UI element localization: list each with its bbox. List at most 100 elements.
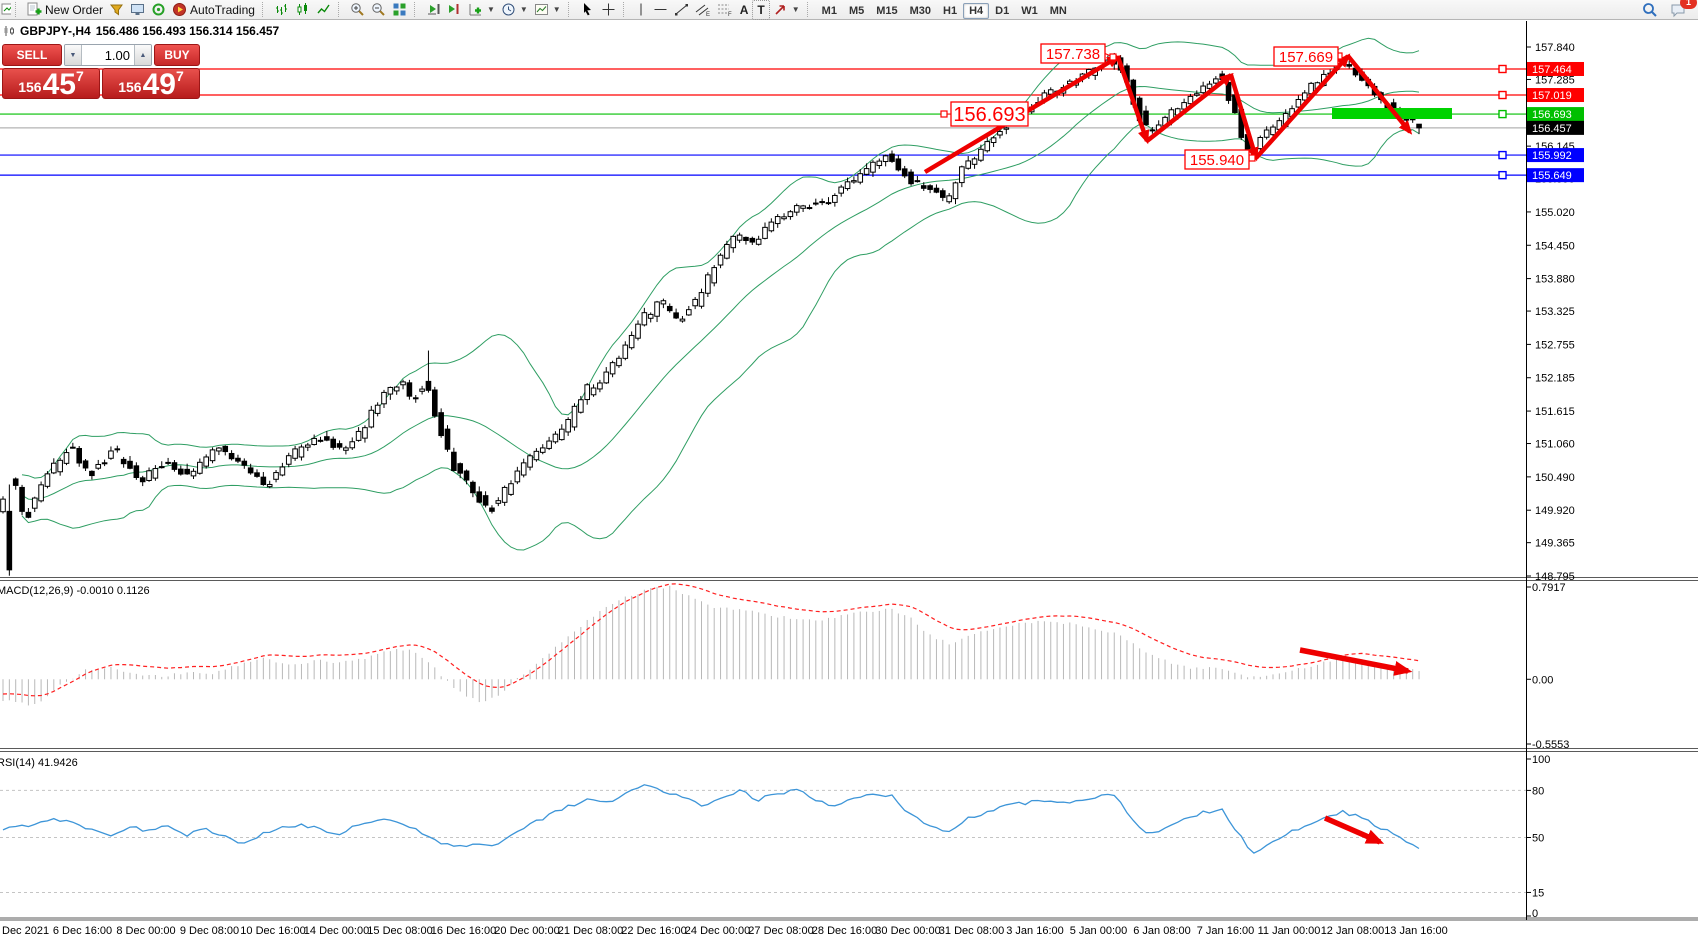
macd-trend-arrow[interactable]	[1299, 647, 1413, 676]
vertical-line-tool-button[interactable]	[632, 1, 650, 19]
candle-body	[559, 428, 565, 441]
candle-body	[654, 301, 660, 317]
timeframe-button-d1[interactable]: D1	[995, 4, 1010, 17]
candle-body	[197, 461, 203, 474]
tag-handle[interactable]	[940, 110, 948, 118]
tile-windows-button[interactable]	[389, 1, 410, 19]
text-tool-button[interactable]: A	[736, 1, 753, 19]
trendline-tool-button[interactable]	[671, 1, 692, 19]
chart-shift-button[interactable]	[444, 1, 465, 19]
timeframe-button-m5[interactable]: M5	[848, 4, 865, 17]
line-handle[interactable]	[1498, 170, 1507, 180]
crosshair-tool-button[interactable]	[598, 1, 619, 19]
line-chart-button[interactable]	[313, 1, 334, 19]
price-tag-156.693[interactable]: 156.693	[940, 101, 1029, 127]
timeframe-button-h4[interactable]: H4	[963, 2, 990, 19]
candle-body	[203, 456, 209, 467]
metaeditor-button[interactable]	[106, 1, 127, 19]
autotrading-button[interactable]: AutoTrading	[169, 1, 258, 19]
candle-body	[584, 384, 591, 401]
rsi-trend-arrow[interactable]	[1323, 815, 1385, 845]
tag-handle[interactable]	[1109, 53, 1117, 61]
price-tag-157.738[interactable]: 157.738	[1040, 43, 1117, 64]
chat-button[interactable]: 1	[1667, 0, 1697, 19]
fibonacci-tool-button[interactable]: F	[714, 1, 736, 19]
macd-tick-label: 0.7917	[1532, 582, 1566, 594]
line-handle[interactable]	[1498, 109, 1507, 119]
bar-chart-button[interactable]	[271, 1, 292, 19]
timeframe-button-m15[interactable]: M15	[876, 4, 898, 17]
tag-handle[interactable]	[1248, 154, 1256, 162]
timeframe-button-w1[interactable]: W1	[1021, 4, 1038, 17]
periods-button[interactable]: ▼	[498, 1, 531, 19]
arrows-tool-button[interactable]: ▼	[770, 1, 803, 19]
zoom-out-button[interactable]	[368, 1, 389, 19]
line-handle[interactable]	[1498, 150, 1507, 160]
candle-body	[711, 267, 718, 284]
timeframe-button-m1[interactable]: M1	[821, 4, 837, 17]
dropdown-caret: ▼	[791, 5, 800, 14]
macd-label: MACD(12,26,9) -0.0010 0.1126	[0, 585, 150, 597]
candle-body	[190, 470, 197, 477]
lot-decrease-button[interactable]: ▼	[65, 45, 82, 65]
tag-box[interactable]	[1273, 46, 1339, 67]
time-axis[interactable]: Dec 2021 6 Dec 16:00 8 Dec 00:00 9 Dec 08:0…	[2, 925, 1448, 937]
price-tag-155.940[interactable]: 155.940	[1184, 149, 1256, 170]
candle-body	[889, 153, 895, 162]
timeframe-button-m30[interactable]: M30	[909, 4, 932, 17]
timeframe-button-mn[interactable]: MN	[1049, 4, 1067, 17]
time-axis-label: 5 Jan 00:00	[1070, 925, 1128, 937]
trend-arrow[interactable]	[1228, 74, 1259, 162]
line-handle[interactable]	[1498, 90, 1507, 100]
buy-button[interactable]: BUY	[154, 44, 200, 66]
tag-box[interactable]	[950, 101, 1029, 127]
horizontal-price-lines[interactable]	[0, 64, 1526, 180]
candle-body	[1194, 93, 1200, 96]
line-handle[interactable]	[1498, 64, 1507, 74]
candle-body	[444, 428, 451, 450]
indicators-button[interactable]: ▼	[465, 1, 498, 19]
new-order-button[interactable]: New Order	[24, 1, 106, 19]
buy-price-display[interactable]: 156 49 7	[102, 68, 200, 99]
separator	[806, 2, 813, 17]
candle-chart-button[interactable]	[292, 1, 313, 19]
candle-body	[565, 419, 571, 433]
cursor-tool-button[interactable]	[577, 1, 598, 19]
horizontal-line-tool-button[interactable]	[650, 1, 671, 19]
candle-body	[6, 510, 13, 571]
chart-symbol-icon	[4, 26, 14, 36]
candle-body	[158, 466, 165, 469]
candle-body	[1047, 89, 1054, 95]
svg-text:F: F	[728, 12, 732, 17]
templates-button[interactable]: ▼	[531, 1, 564, 19]
price-tag-157.669[interactable]: 157.669	[1273, 46, 1343, 67]
new-chart-button[interactable]	[1, 1, 11, 19]
candle-body	[317, 439, 324, 442]
label-tool-button[interactable]: T	[752, 0, 770, 20]
new-order-label: New Order	[45, 2, 104, 17]
trend-arrow[interactable]	[1115, 56, 1150, 145]
symbol-search-button[interactable]	[1639, 1, 1661, 19]
sell-price-display[interactable]: 156 45 7	[2, 68, 100, 99]
candle-body	[70, 446, 76, 449]
price-label-text: 157.019	[1532, 90, 1572, 102]
sell-button[interactable]: SELL	[2, 44, 62, 66]
lot-increase-button[interactable]: ▲	[134, 45, 151, 65]
lot-size-input[interactable]	[82, 45, 134, 65]
trend-arrow[interactable]	[1346, 54, 1413, 135]
green-zone-annotation[interactable]	[1332, 108, 1452, 119]
trend-arrow[interactable]	[1254, 53, 1351, 160]
trend-arrow[interactable]	[1145, 72, 1234, 143]
signals-button[interactable]	[148, 1, 169, 19]
chart-background	[0, 21, 1698, 942]
timeframe-button-h1[interactable]: H1	[943, 4, 958, 17]
channel-tool-button[interactable]: E	[692, 1, 714, 19]
tag-box[interactable]	[1184, 149, 1250, 170]
terminal-button[interactable]	[127, 1, 148, 19]
zoom-in-button[interactable]	[347, 1, 368, 19]
zigzag-arrows[interactable]	[923, 53, 1413, 174]
auto-scroll-button[interactable]	[423, 1, 444, 19]
tag-box[interactable]	[1040, 43, 1106, 64]
candle-body	[876, 160, 883, 167]
candle-body	[139, 477, 146, 483]
